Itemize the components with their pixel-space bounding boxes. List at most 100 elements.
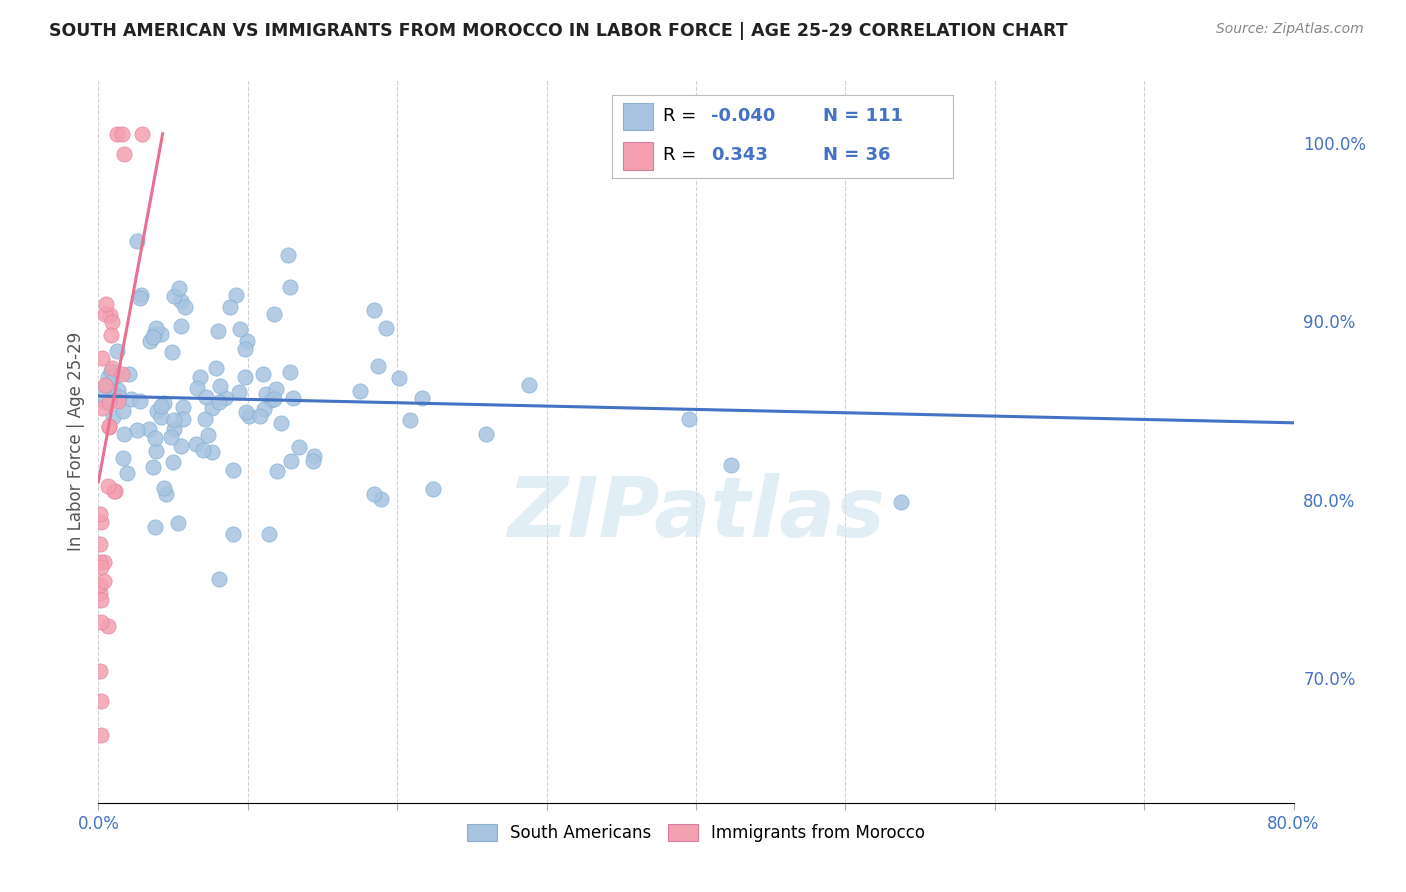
Point [252,368,274,382]
Point [112,451,135,466]
Point [94,394,117,409]
Point [145,520,167,534]
Point [129,291,152,305]
Point [422,482,444,496]
Legend: South Americans, Immigrants from Morocco: South Americans, Immigrants from Morocco [460,817,932,848]
Point [125,423,148,437]
Point [108,390,131,404]
Point [219,300,242,314]
Point [302,449,325,463]
Text: Source: ZipAtlas.com: Source: ZipAtlas.com [1216,22,1364,37]
Point [208,395,231,409]
Point [103,483,125,498]
Point [90,694,112,708]
Point [172,412,194,426]
Point [222,527,245,541]
Point [264,382,287,396]
Text: SOUTH AMERICAN VS IMMIGRANTS FROM MOROCCO IN LABOR FORCE | AGE 25-29 CORRELATION: SOUTH AMERICAN VS IMMIGRANTS FROM MOROCC… [49,22,1067,40]
Point [150,327,173,342]
Point [111,127,134,141]
Point [97,419,120,434]
Point [235,405,257,419]
Point [266,465,288,479]
Point [388,371,411,385]
Point [89,664,111,678]
Point [229,322,252,336]
Point [90,728,112,742]
Point [96,478,118,492]
Point [890,494,912,508]
Point [363,487,385,501]
Point [188,370,211,384]
Point [94,307,117,321]
Point [90,615,112,629]
Point [302,454,325,468]
Point [131,287,153,301]
Point [105,127,128,141]
Point [160,430,183,444]
Point [280,454,302,468]
Point [170,318,193,333]
Point [115,467,138,481]
Point [117,367,139,381]
Point [197,428,219,442]
Point [519,377,541,392]
Point [263,392,285,406]
Point [101,361,124,376]
Point [367,359,389,373]
Point [145,321,167,335]
Point [398,413,420,427]
Point [163,422,186,436]
Point [153,482,176,496]
Point [233,369,256,384]
Point [254,387,277,401]
Point [370,491,392,506]
Point [260,392,283,407]
Point [249,409,271,424]
Point [222,462,245,476]
Point [283,391,305,405]
Point [186,436,208,450]
Point [89,555,111,569]
Point [169,293,191,308]
Point [155,486,177,500]
Point [474,426,496,441]
Point [194,390,217,404]
Point [101,385,124,400]
Point [167,281,190,295]
Point [94,378,117,392]
Y-axis label: In Labor Force | Age 25-29: In Labor Force | Age 25-29 [66,332,84,551]
Point [90,351,112,366]
Point [90,401,112,415]
Point [201,401,224,415]
Point [201,445,224,459]
Point [98,308,121,322]
Point [90,593,112,607]
Point [98,395,121,409]
Point [375,321,398,335]
Point [173,301,195,315]
Point [143,326,166,341]
Point [363,303,385,318]
Point [153,396,176,410]
Point [236,334,259,348]
Point [112,146,135,161]
Point [145,443,167,458]
Point [104,368,127,383]
Point [162,454,184,468]
Point [111,367,134,381]
Point [228,385,250,400]
Point [127,235,149,249]
Point [150,410,173,425]
Point [214,392,236,406]
Point [238,409,260,423]
Point [142,460,165,475]
Point [257,526,280,541]
Point [94,296,117,310]
Point [97,618,120,632]
Point [120,392,142,406]
Text: ZIPatlas: ZIPatlas [508,474,884,554]
Point [111,404,134,418]
Point [93,574,115,589]
Point [128,393,150,408]
